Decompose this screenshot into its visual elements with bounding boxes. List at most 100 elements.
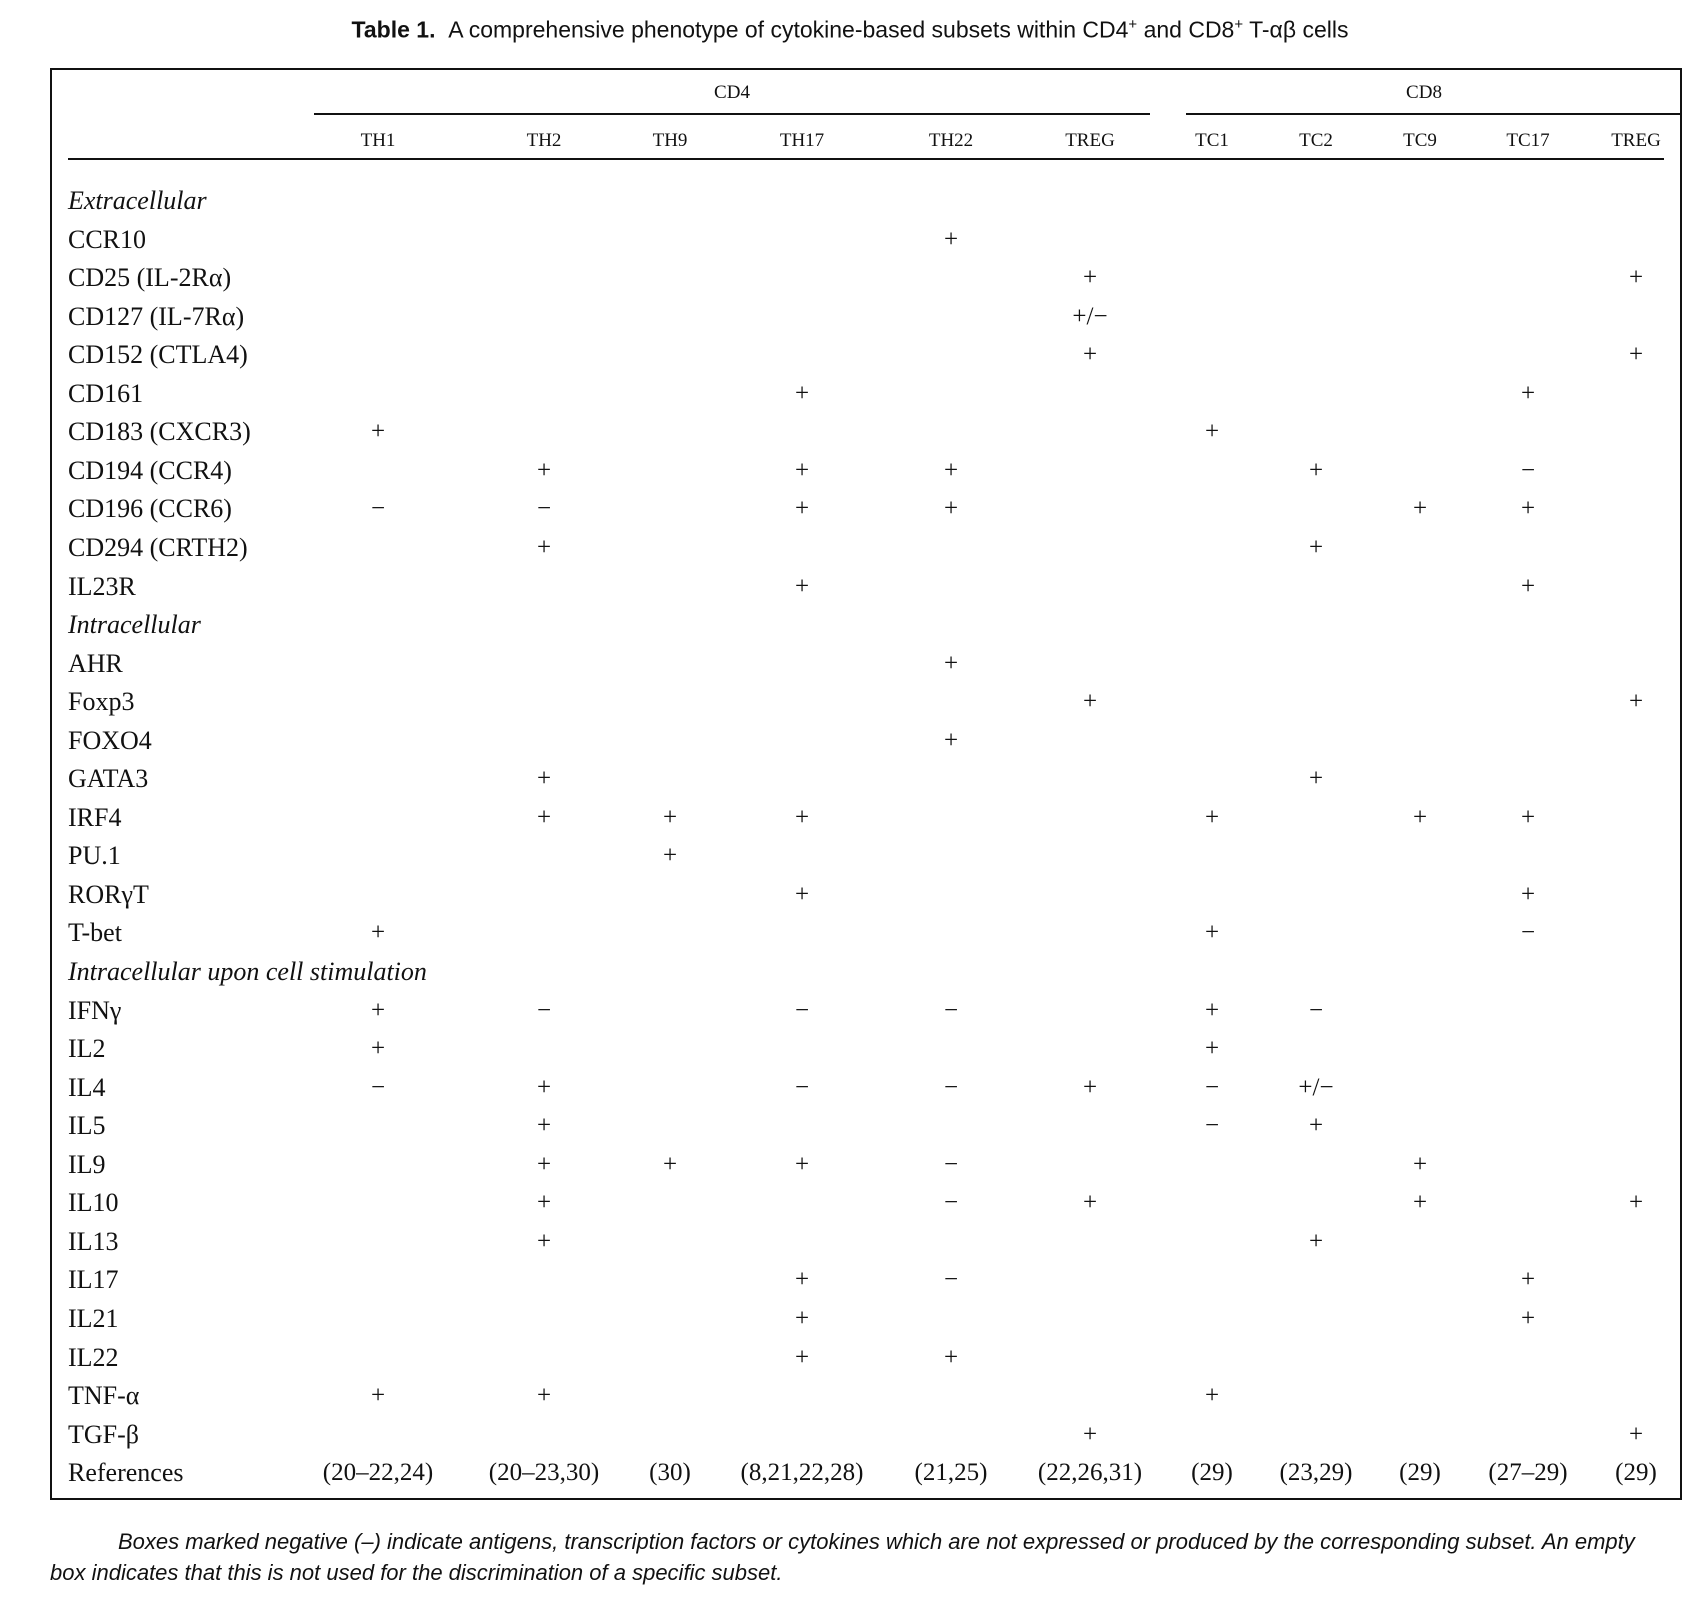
reference-cell: (20–22,24) [322, 1459, 434, 1487]
row-label: GATA3 [68, 764, 149, 794]
row-label: FOXO4 [68, 725, 152, 755]
marker-cell: + [794, 1343, 810, 1371]
marker-cell: + [1520, 880, 1536, 908]
marker-cell: − [1204, 1073, 1220, 1101]
marker-cell: + [536, 765, 552, 793]
column-header-treg-cd4: TREG [1065, 130, 1115, 151]
marker-cell: + [1628, 1420, 1644, 1448]
marker-cell: + [662, 842, 678, 870]
row-label: IL5 [68, 1111, 106, 1141]
marker-cell: + [1520, 1266, 1536, 1294]
row-label: AHR [68, 648, 123, 678]
marker-cell: − [943, 1266, 959, 1294]
cd8-group-rule [1186, 113, 1682, 115]
group-head-cd4: CD4 [714, 82, 750, 103]
marker-cell: + [1082, 1420, 1098, 1448]
column-header-th2: TH2 [526, 130, 562, 151]
marker-cell: + [1520, 572, 1536, 600]
cd4-group-rule [314, 113, 1150, 115]
marker-cell: + [943, 456, 959, 484]
row-label: IL22 [68, 1342, 119, 1372]
row-label: TNF-α [68, 1381, 140, 1411]
marker-cell: + [536, 533, 552, 561]
marker-cell: + [1308, 1227, 1324, 1255]
marker-cell: + [794, 456, 810, 484]
marker-cell: + [370, 919, 386, 947]
marker-cell: − [943, 1150, 959, 1178]
marker-cell: + [536, 456, 552, 484]
row-label: CD25 (IL-2Rα) [68, 263, 232, 293]
marker-cell: + [1412, 803, 1428, 831]
marker-cell: − [943, 1073, 959, 1101]
marker-cell: + [1204, 1382, 1220, 1410]
marker-cell: + [1204, 1035, 1220, 1063]
column-header-th1: TH1 [360, 130, 396, 151]
marker-cell: + [794, 495, 810, 523]
row-label: IL4 [68, 1072, 106, 1102]
marker-cell: + [1204, 996, 1220, 1024]
marker-cell: + [536, 1112, 552, 1140]
marker-cell: + [1628, 1189, 1644, 1217]
marker-cell: + [1520, 803, 1536, 831]
marker-cell: − [370, 1073, 386, 1101]
row-label: IL10 [68, 1188, 119, 1218]
marker-cell: + [1082, 1073, 1098, 1101]
row-label: CD152 (CTLA4) [68, 340, 248, 370]
row-label: CD127 (IL-7Rα) [68, 301, 245, 331]
marker-cell: − [1520, 919, 1536, 947]
marker-cell: + [1412, 1189, 1428, 1217]
marker-cell: + [370, 418, 386, 446]
column-header-treg-cd8: TREG [1611, 130, 1661, 151]
reference-cell: (29) [1615, 1459, 1657, 1487]
section-heading: Intracellular [68, 610, 201, 640]
marker-cell: + [536, 1227, 552, 1255]
marker-cell: + [1204, 919, 1220, 947]
marker-cell: + [1204, 418, 1220, 446]
reference-cell: (23,29) [1279, 1459, 1353, 1487]
row-label: CD183 (CXCR3) [68, 417, 251, 447]
marker-cell: + [1082, 264, 1098, 292]
row-label: Foxp3 [68, 687, 135, 717]
marker-cell: − [943, 996, 959, 1024]
row-label: CD196 (CCR6) [68, 494, 232, 524]
column-header-tc9: TC9 [1403, 130, 1437, 151]
column-header-th9: TH9 [652, 130, 688, 151]
marker-cell: + [794, 1150, 810, 1178]
reference-cell: (27–29) [1488, 1459, 1568, 1487]
marker-cell: + [794, 1266, 810, 1294]
column-header-tc2: TC2 [1299, 130, 1333, 151]
marker-cell: + [536, 1073, 552, 1101]
marker-cell: +/− [1298, 1073, 1334, 1101]
marker-cell: + [370, 1035, 386, 1063]
marker-cell: − [1308, 996, 1324, 1024]
marker-cell: + [1628, 688, 1644, 716]
row-label: TGF-β [68, 1419, 140, 1449]
marker-cell: + [1308, 533, 1324, 561]
column-header-tc17: TC17 [1506, 130, 1550, 151]
reference-cell: (21,25) [914, 1459, 988, 1487]
marker-cell: + [794, 803, 810, 831]
row-label: CD294 (CRTH2) [68, 532, 248, 562]
marker-cell: − [536, 495, 552, 523]
marker-cell: + [662, 1150, 678, 1178]
reference-cell: (8,21,22,28) [740, 1459, 864, 1487]
marker-cell: + [370, 1382, 386, 1410]
row-label: IL17 [68, 1265, 119, 1295]
reference-cell: (30) [649, 1459, 691, 1487]
row-label: IL2 [68, 1034, 106, 1064]
marker-cell: + [370, 996, 386, 1024]
caption-text-1: A comprehensive phenotype of cytokine-ba… [448, 16, 1129, 43]
row-label: CD194 (CCR4) [68, 455, 232, 485]
marker-cell: + [1308, 456, 1324, 484]
caption-text-2: and CD8 [1137, 16, 1235, 43]
table-footnote: Boxes marked negative (–) indicate antig… [50, 1529, 1635, 1585]
marker-cell: + [943, 225, 959, 253]
marker-cell: + [1308, 765, 1324, 793]
marker-cell: + [794, 572, 810, 600]
row-label: CD161 [68, 378, 144, 408]
marker-cell: + [536, 803, 552, 831]
row-label: CCR10 [68, 224, 147, 254]
marker-cell: + [1412, 1150, 1428, 1178]
marker-cell: + [1308, 1112, 1324, 1140]
marker-cell: + [943, 726, 959, 754]
